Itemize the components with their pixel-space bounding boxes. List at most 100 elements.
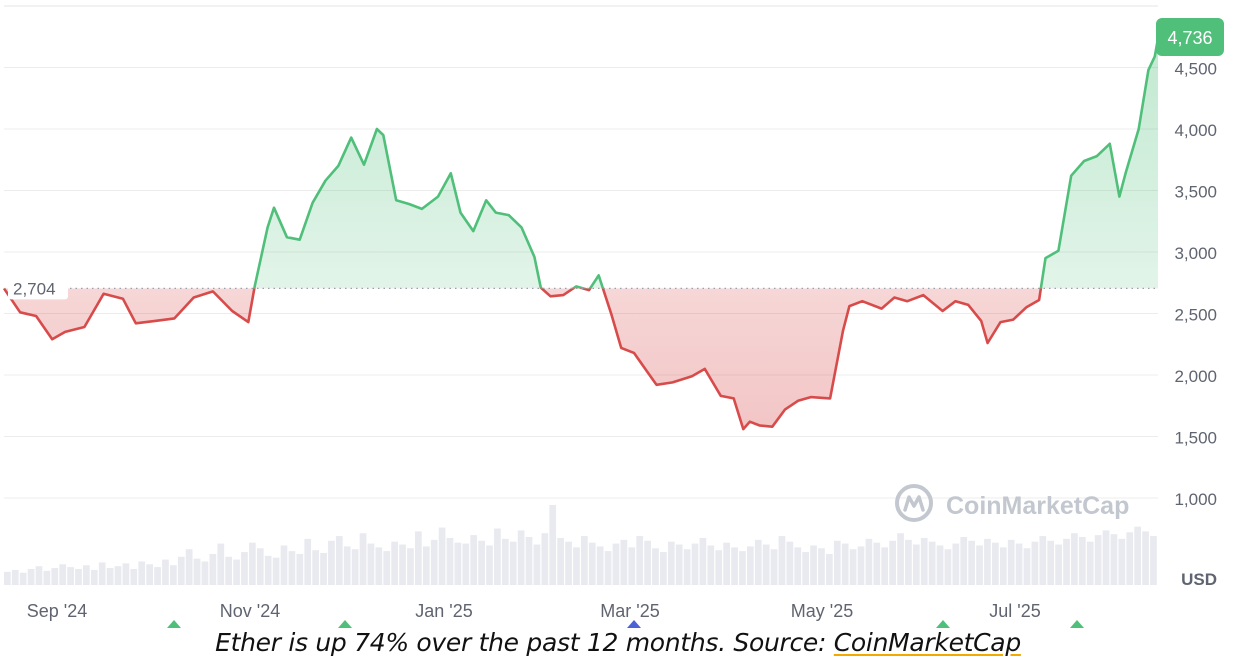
volume-bar	[51, 568, 59, 585]
area-below-baseline	[4, 288, 1158, 430]
volume-bar	[11, 569, 19, 585]
volume-bar	[98, 562, 106, 585]
volume-bar	[462, 543, 470, 585]
volume-bar	[746, 546, 754, 585]
volume-bar	[857, 546, 865, 585]
volume-bar	[225, 556, 233, 585]
volume-bar	[810, 545, 817, 585]
current-price-badge	[1156, 18, 1224, 56]
volume-bar	[399, 544, 406, 585]
volume-bar	[826, 553, 833, 585]
volume-bar	[715, 550, 723, 585]
volume-bar	[67, 567, 74, 585]
volume-bar	[1007, 539, 1015, 585]
volume-bar	[912, 544, 920, 585]
volume-bar	[19, 572, 27, 585]
volume-bar	[723, 542, 730, 585]
volume-bar	[683, 549, 691, 585]
volume-bar	[612, 543, 620, 585]
volume-bar	[573, 547, 580, 585]
caption-source-link[interactable]: CoinMarketCap	[833, 628, 1021, 657]
volume-bar	[707, 545, 715, 585]
volume-bar	[90, 569, 98, 585]
event-marker-icon	[627, 620, 641, 628]
volume-bar	[1126, 532, 1134, 585]
volume-bar	[494, 528, 501, 585]
volume-bar	[1031, 541, 1039, 585]
volume-bar	[565, 541, 572, 585]
area-above-baseline	[4, 38, 1158, 289]
volume-bar	[920, 537, 928, 585]
y-tick-label: 4,000	[1174, 121, 1217, 140]
volume-bar	[106, 568, 114, 585]
figure-caption: Ether is up 74% over the past 12 months.…	[0, 628, 1236, 657]
volume-bar	[296, 553, 304, 585]
watermark-text: CoinMarketCap	[946, 492, 1129, 520]
price-line-up	[3, 38, 1160, 289]
volume-bar	[280, 545, 288, 585]
volume-bar	[430, 539, 438, 585]
volume-bar	[818, 548, 825, 585]
volume-bar	[628, 547, 636, 585]
volume-bar	[794, 547, 802, 585]
volume-bar	[905, 539, 912, 585]
volume-bar	[288, 551, 296, 585]
volume-bar	[83, 565, 90, 585]
volume-bar	[928, 541, 936, 585]
y-tick-label: 1,500	[1174, 429, 1217, 448]
volume-bar	[217, 543, 225, 585]
volume-bar	[960, 537, 968, 585]
volume-bar	[122, 563, 130, 585]
volume-bar	[636, 536, 644, 585]
volume-bar	[35, 566, 43, 585]
volume-bar	[944, 549, 952, 585]
volume-bar	[146, 564, 153, 585]
volume-bar	[415, 531, 422, 585]
volume-bar	[739, 551, 746, 585]
y-tick-label: 3,500	[1174, 183, 1217, 202]
volume-bar	[75, 569, 82, 585]
volume-bar	[786, 541, 794, 585]
volume-bar	[1015, 543, 1023, 585]
volume-bar	[691, 543, 699, 585]
volume-bar	[454, 542, 462, 585]
volume-bar	[517, 530, 525, 585]
volume-bar	[312, 550, 319, 585]
volume-bar	[272, 557, 280, 585]
volume-bar	[185, 549, 193, 585]
volume-bar	[699, 537, 707, 585]
y-tick-label: 4,500	[1174, 60, 1217, 79]
volume-bar	[1150, 536, 1157, 585]
y-unit-label: USD	[1181, 570, 1217, 589]
volume-bar	[43, 570, 51, 585]
volume-bar	[241, 552, 248, 585]
volume-bar	[422, 546, 430, 585]
volume-bar	[375, 547, 383, 585]
volume-bar	[4, 571, 11, 585]
volume-bar	[1071, 533, 1078, 585]
volume-bar	[770, 549, 778, 585]
volume-bar	[1023, 548, 1031, 585]
volume-bar	[778, 536, 786, 585]
volume-bar	[675, 544, 683, 585]
volume-bar	[1039, 536, 1047, 585]
volume-bar	[549, 505, 557, 585]
volume-bar	[849, 549, 857, 585]
volume-bar	[320, 553, 327, 585]
volume-bar	[169, 565, 177, 585]
volume-bar	[193, 558, 201, 585]
volume-bar	[533, 544, 541, 585]
volume-bar	[660, 552, 667, 585]
volume-bar	[604, 551, 612, 585]
volume-bar	[304, 538, 312, 585]
volume-bar	[391, 541, 399, 585]
volume-bar	[588, 542, 596, 585]
volume-bar	[952, 543, 960, 585]
volume-bar	[27, 569, 35, 585]
volume-bar	[59, 564, 67, 585]
volume-bar	[367, 543, 375, 585]
volume-bar	[1094, 535, 1102, 585]
volume-bar	[177, 556, 185, 585]
x-tick-label: Sep '24	[27, 601, 88, 621]
